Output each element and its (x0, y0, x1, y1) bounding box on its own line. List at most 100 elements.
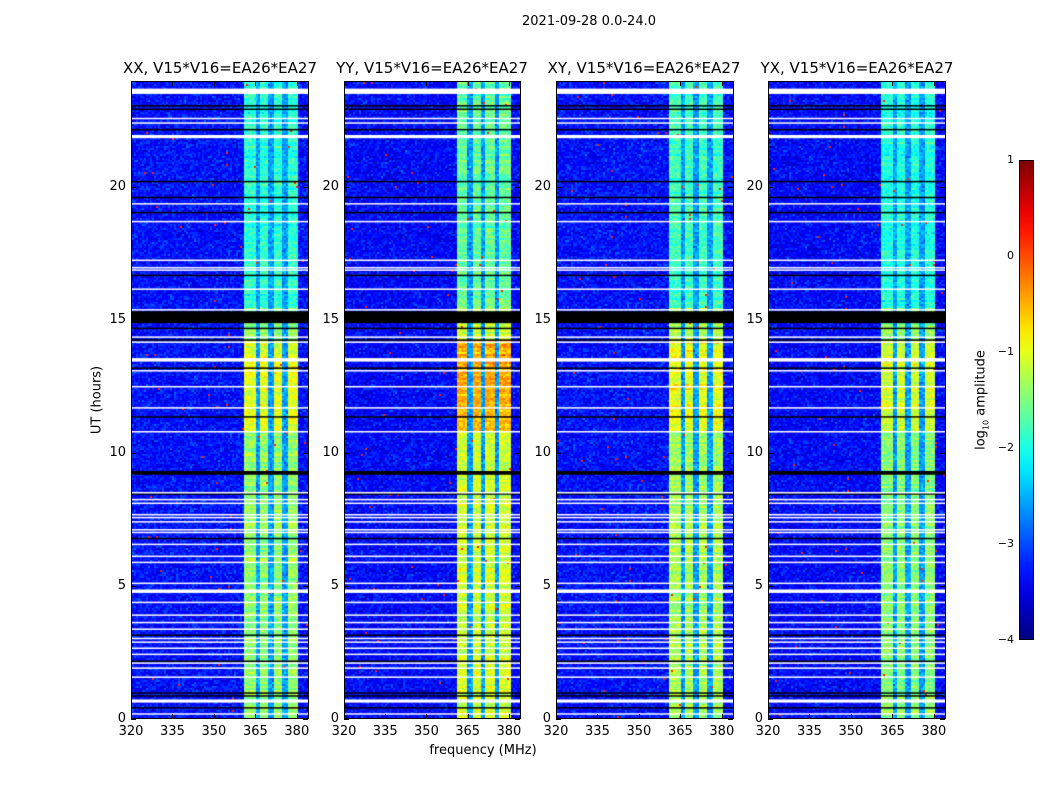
x-tick-label: 380 (709, 724, 735, 739)
heatmap-panel-yx (768, 81, 946, 719)
y-tick-label: 0 (330, 711, 339, 726)
y-tick-mark (728, 187, 733, 189)
x-tick-label: 380 (284, 724, 310, 739)
x-tick-label: 365 (667, 724, 693, 739)
y-tick-mark (131, 453, 136, 455)
x-tick-mark (426, 81, 428, 86)
x-tick-mark (597, 81, 599, 86)
y-tick-mark (303, 586, 308, 588)
y-tick-mark (131, 320, 136, 322)
colorbar-tick-label: −2 (997, 441, 1014, 454)
x-tick-mark (508, 714, 510, 719)
y-tick-mark (303, 719, 308, 720)
panel-title-xy: XY, V15*V16=EA26*EA27 (547, 59, 741, 77)
colorbar-tick-label: −3 (997, 537, 1014, 550)
colorbar-label-base: 10 (981, 419, 991, 431)
x-tick-mark (850, 714, 852, 719)
y-tick-mark (940, 320, 945, 322)
y-tick-label: 10 (109, 445, 126, 461)
y-tick-mark (344, 586, 349, 588)
y-tick-label: 20 (746, 179, 763, 195)
y-tick-label: 15 (534, 312, 551, 328)
x-tick-mark (344, 714, 345, 719)
x-tick-mark (255, 81, 257, 86)
y-axis-label: UT (hours) (89, 365, 105, 435)
x-tick-mark (296, 81, 298, 86)
x-axis-label: frequency (MHz) (429, 743, 537, 758)
x-tick-mark (638, 714, 640, 719)
panel-title-xx: XX, V15*V16=EA26*EA27 (122, 59, 317, 77)
x-tick-mark (296, 714, 298, 719)
x-tick-mark (467, 81, 469, 86)
y-tick-label: 20 (322, 179, 339, 195)
y-tick-label: 15 (109, 312, 126, 328)
colorbar-label: log10 amplitude (974, 350, 991, 450)
x-tick-mark (597, 714, 599, 719)
y-tick-mark (344, 320, 349, 322)
x-tick-mark (556, 714, 557, 719)
y-tick-label: 10 (746, 445, 763, 461)
x-tick-label: 365 (242, 724, 268, 739)
y-tick-label: 5 (542, 578, 551, 594)
y-tick-mark (768, 453, 773, 455)
x-tick-mark (255, 714, 257, 719)
figure-title: 2021-09-28 0.0-24.0 (522, 14, 656, 29)
x-tick-mark (809, 714, 811, 719)
colorbar-tick-label: −1 (997, 345, 1014, 358)
x-tick-mark (344, 81, 345, 86)
x-tick-mark (680, 81, 682, 86)
x-tick-mark (768, 714, 769, 719)
y-tick-mark (728, 320, 733, 322)
y-tick-mark (940, 187, 945, 189)
colorbar-tick-label: 1 (1007, 153, 1014, 166)
heatmap-xx (132, 82, 308, 718)
colorbar-label-log: log (973, 430, 989, 450)
x-tick-label: 335 (585, 724, 610, 739)
y-tick-mark (303, 320, 308, 322)
x-tick-label: 335 (797, 724, 822, 739)
y-tick-mark (344, 187, 349, 189)
x-tick-mark (892, 81, 894, 86)
x-tick-mark (850, 81, 852, 86)
y-tick-mark (940, 719, 945, 720)
x-tick-mark (721, 81, 723, 86)
y-tick-mark (515, 453, 520, 455)
x-tick-mark (638, 81, 640, 86)
y-tick-label: 20 (534, 179, 551, 195)
heatmap-yx (769, 82, 945, 718)
heatmap-xy (557, 82, 733, 718)
y-tick-mark (768, 586, 773, 588)
y-tick-mark (515, 586, 520, 588)
y-tick-mark (768, 719, 773, 720)
x-tick-label: 320 (331, 724, 357, 739)
y-tick-label: 20 (109, 179, 126, 195)
panel-title-yx: YX, V15*V16=EA26*EA27 (760, 59, 954, 77)
x-tick-mark (172, 81, 174, 86)
x-tick-label: 380 (921, 724, 947, 739)
y-tick-label: 0 (117, 711, 126, 726)
y-tick-mark (556, 187, 561, 189)
y-tick-label: 5 (330, 578, 339, 594)
x-tick-label: 365 (455, 724, 481, 739)
y-tick-mark (556, 453, 561, 455)
heatmap-panel-xy (556, 81, 734, 719)
x-tick-label: 350 (838, 724, 864, 739)
y-tick-label: 0 (542, 711, 551, 726)
colorbar-label-rest: amplitude (973, 350, 989, 420)
y-tick-mark (728, 719, 733, 720)
y-tick-mark (344, 719, 349, 720)
heatmap-panel-yy (344, 81, 521, 719)
y-tick-label: 10 (534, 445, 551, 461)
x-tick-label: 350 (626, 724, 652, 739)
x-tick-mark (809, 81, 811, 86)
y-tick-mark (556, 719, 561, 720)
colorbar-tick-label: 0 (1007, 249, 1014, 262)
x-tick-label: 335 (160, 724, 185, 739)
x-tick-mark (385, 81, 387, 86)
y-tick-mark (344, 453, 349, 455)
heatmap-panel-xx (131, 81, 309, 719)
heatmap-yy (345, 82, 520, 718)
x-tick-mark (768, 81, 769, 86)
y-tick-mark (728, 453, 733, 455)
panel-title-yy: YY, V15*V16=EA26*EA27 (336, 59, 528, 77)
